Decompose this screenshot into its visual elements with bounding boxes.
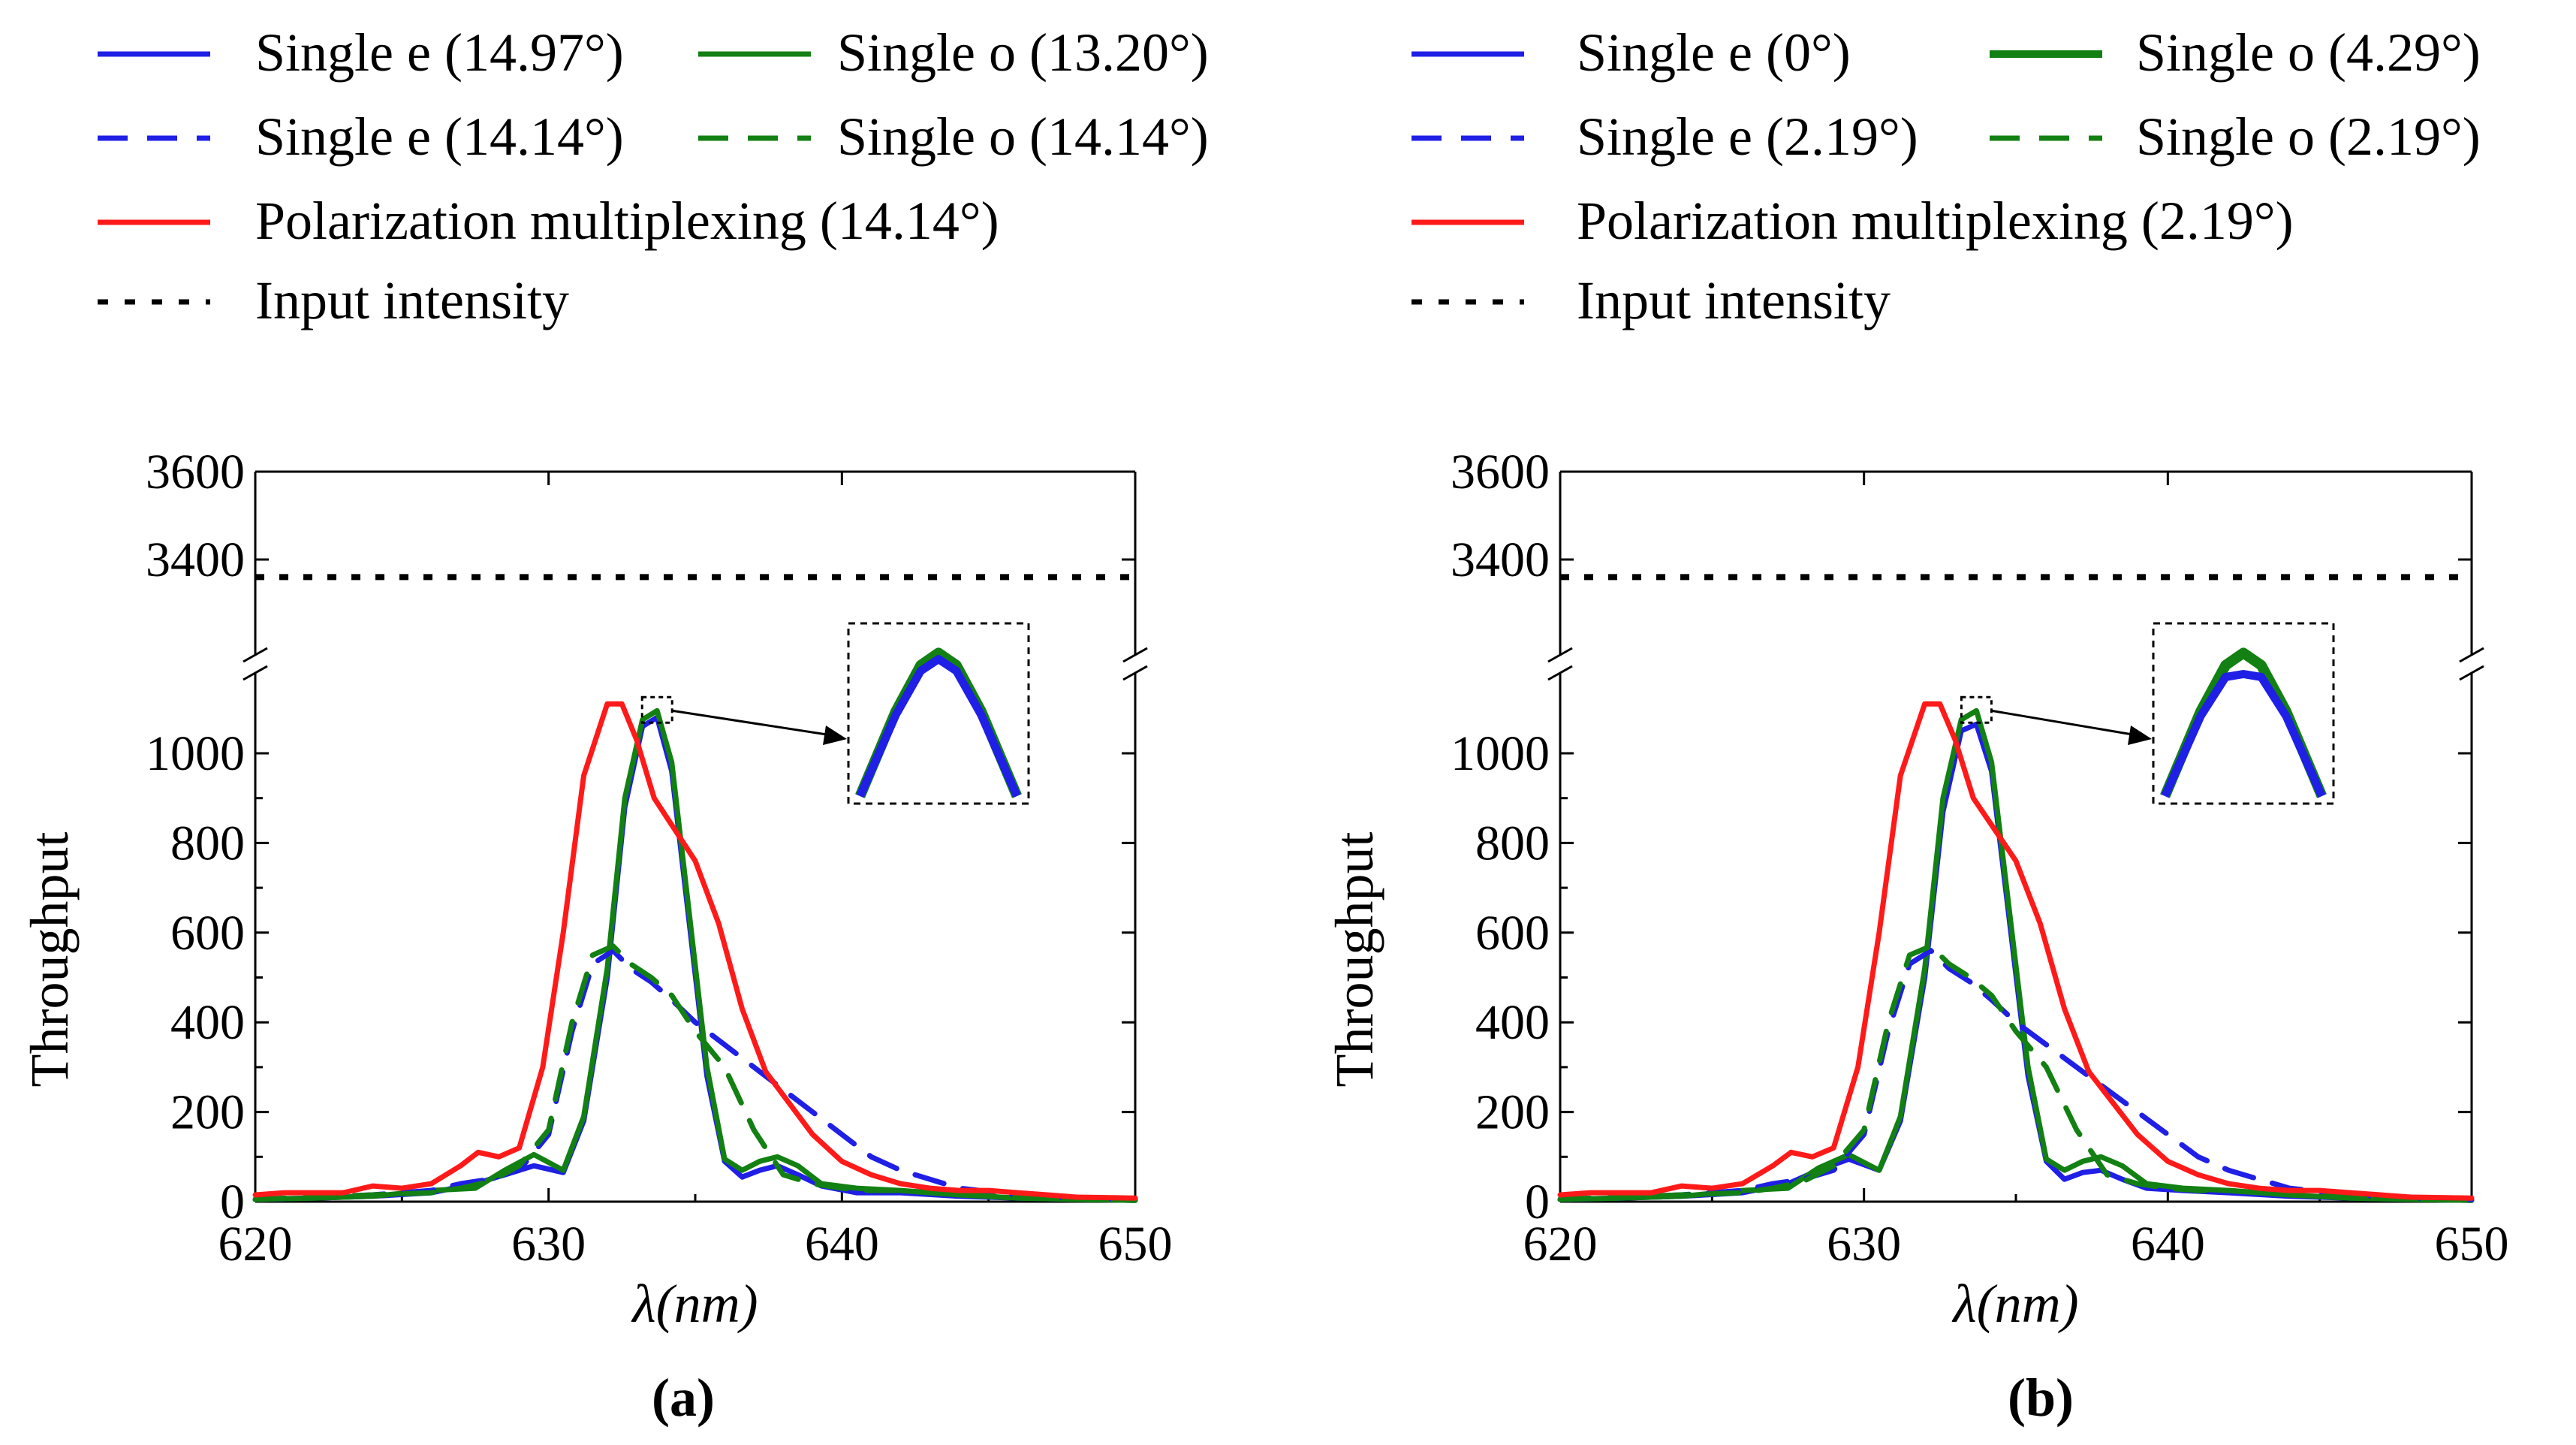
y-tick-label: 0 bbox=[1525, 1175, 1550, 1229]
y-tick-label: 600 bbox=[170, 906, 245, 961]
series-line-5 bbox=[252, 701, 1138, 1201]
x-tick-label: 630 bbox=[511, 1217, 586, 1272]
y-tick-label: 1000 bbox=[146, 726, 245, 781]
y-tick-label: 600 bbox=[1475, 906, 1550, 961]
legend-label: Input intensity bbox=[255, 270, 569, 330]
legend-label: Single e (14.97°) bbox=[255, 23, 624, 83]
series-line-5 bbox=[1557, 701, 2475, 1201]
zoom-arrow bbox=[1991, 709, 2142, 738]
zoom-source-box bbox=[1960, 695, 1993, 724]
axis-break-mark bbox=[243, 665, 268, 681]
legend-label: Single e (0°) bbox=[1577, 23, 1851, 83]
axis-break-mark bbox=[2459, 665, 2484, 681]
y-axis-label: Throughput bbox=[1324, 832, 1384, 1088]
legend-label: Single o (2.19°) bbox=[2136, 107, 2481, 167]
axis-break-mark bbox=[2459, 647, 2484, 663]
x-tick-label: 620 bbox=[1523, 1217, 1598, 1272]
x-tick-label: 640 bbox=[2131, 1217, 2205, 1272]
panel-b: Single e (0°) Single o (4.29°) Single e (2… bbox=[1324, 23, 2509, 1428]
zoom-arrowhead bbox=[823, 726, 847, 745]
x-axis-label: λ(nm) bbox=[631, 1274, 758, 1334]
panel-label: (a) bbox=[652, 1368, 715, 1428]
series-line-4 bbox=[252, 943, 1138, 1203]
x-tick-label: 640 bbox=[805, 1217, 879, 1272]
y-tick-label: 200 bbox=[170, 1085, 245, 1140]
y-tick-label: 800 bbox=[1475, 816, 1550, 870]
x-tick-label: 630 bbox=[1827, 1217, 1901, 1272]
legend-label: Input intensity bbox=[1577, 270, 1891, 330]
x-tick-label: 650 bbox=[1098, 1217, 1173, 1272]
legend-label: Polarization multiplexing (2.19°) bbox=[1577, 191, 2294, 251]
zoom-arrowhead bbox=[2128, 726, 2152, 745]
y-tick-label: 3600 bbox=[146, 445, 245, 499]
x-tick-label: 620 bbox=[218, 1217, 293, 1272]
y-tick-label: 200 bbox=[1475, 1085, 1550, 1140]
axis-break-mark bbox=[1547, 647, 1573, 663]
y-tick-label: 400 bbox=[170, 995, 245, 1050]
y-tick-label: 3400 bbox=[146, 532, 245, 587]
axis-break-mark bbox=[1122, 647, 1148, 663]
zoom-arrow bbox=[671, 709, 837, 738]
y-tick-label: 3600 bbox=[1451, 445, 1550, 499]
panel-a: Single e (14.97°) Single o (13.20°) Single… bbox=[20, 23, 1209, 1428]
legend-label: Single o (4.29°) bbox=[2136, 23, 2481, 83]
y-tick-label: 3400 bbox=[1451, 532, 1550, 587]
y-tick-label: 1000 bbox=[1451, 726, 1550, 781]
legend-label: Polarization multiplexing (14.14°) bbox=[255, 191, 999, 251]
series-line-2 bbox=[1557, 707, 2475, 1203]
legend-label: Single o (13.20°) bbox=[837, 23, 1209, 83]
legend-label: Single o (14.14°) bbox=[837, 107, 1209, 167]
axis-break-mark bbox=[1547, 665, 1573, 681]
y-tick-label: 0 bbox=[220, 1175, 245, 1229]
y-tick-label: 400 bbox=[1475, 995, 1550, 1050]
axis-break-mark bbox=[1122, 665, 1148, 681]
x-axis-label: λ(nm) bbox=[1951, 1274, 2078, 1334]
zoom-inset-curve bbox=[856, 655, 1021, 798]
panel-label: (b) bbox=[2008, 1368, 2074, 1428]
series-line-4 bbox=[1557, 943, 2475, 1203]
legend-label: Single e (2.19°) bbox=[1577, 107, 1918, 167]
y-tick-label: 800 bbox=[170, 816, 245, 870]
legend-label: Single e (14.14°) bbox=[255, 107, 624, 167]
x-tick-label: 650 bbox=[2435, 1217, 2509, 1272]
zoom-inset-curve bbox=[2161, 670, 2326, 798]
y-axis-label: Throughput bbox=[20, 832, 80, 1088]
zoom-source-box bbox=[640, 695, 673, 724]
series-line-3 bbox=[252, 948, 1138, 1202]
axis-break-mark bbox=[243, 647, 268, 663]
